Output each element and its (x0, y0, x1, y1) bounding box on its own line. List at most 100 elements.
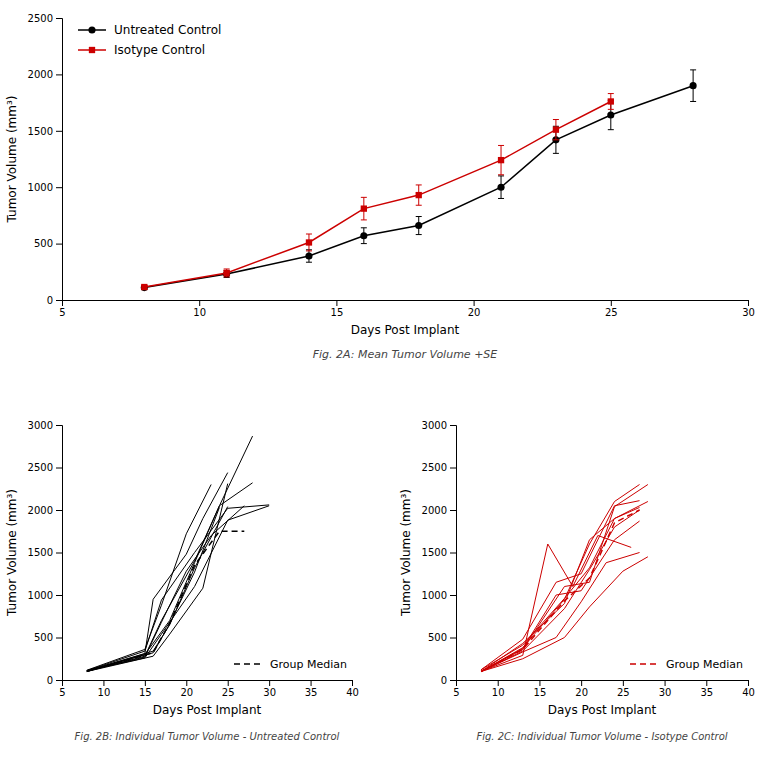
legend-label: Group Median (270, 658, 347, 671)
x-axis: 510152025303540 (453, 680, 755, 698)
y-tick-label: 2500 (422, 462, 447, 473)
x-tick-label: 40 (346, 687, 359, 698)
x-tick-label: 15 (331, 307, 344, 318)
y-tick: 1000 (28, 590, 62, 601)
x-axis-title: Days Post Implant (351, 323, 460, 337)
legend-label: Group Median (666, 658, 743, 671)
animal-line (87, 506, 269, 671)
animal-line (481, 521, 640, 671)
legend-swatch (630, 663, 658, 665)
animal-line (481, 507, 640, 669)
legend-label: Isotype Control (114, 43, 205, 57)
x-tick: 10 (193, 300, 206, 318)
x-tick-label: 30 (742, 307, 755, 318)
animal-line (87, 485, 211, 671)
x-tick: 30 (742, 300, 755, 318)
error-bar (498, 176, 504, 199)
x-tick-mark (269, 680, 270, 686)
x-tick: 25 (222, 680, 235, 698)
y-tick-mark (56, 74, 62, 75)
x-axis: 510152025303540 (59, 680, 359, 698)
y-tick-mark (56, 680, 62, 681)
x-tick-mark (611, 300, 612, 306)
y-tick: 0 (441, 675, 456, 686)
legend-label: Untreated Control (114, 23, 221, 37)
y-tick-mark (450, 468, 456, 469)
y-axis-line (56, 19, 63, 301)
point (223, 270, 229, 276)
y-tick-label: 1500 (422, 547, 447, 558)
point (608, 98, 614, 104)
y-tick: 500 (34, 632, 62, 643)
y-axis: 050010001500200025003000 (422, 420, 457, 686)
error-bar (416, 185, 422, 205)
x-axis-title: Days Post Implant (153, 703, 262, 717)
y-tick-label: 2000 (28, 69, 53, 80)
error-bar (498, 145, 504, 174)
x-tick-mark (228, 680, 229, 686)
y-tick-mark (450, 595, 456, 596)
x-tick: 5 (59, 300, 65, 318)
y-tick-mark (56, 131, 62, 132)
y-tick-label: 0 (47, 295, 53, 306)
y-tick: 2500 (28, 462, 62, 473)
x-tick: 5 (59, 680, 65, 698)
y-tick-mark (450, 425, 456, 426)
legend-item: Group Median (234, 658, 347, 671)
y-axis-line (56, 426, 63, 681)
y-axis-title: Tumor Volume (mm³) (5, 96, 19, 224)
x-tick-mark (665, 680, 666, 686)
x-tick-mark (748, 300, 749, 306)
x-tick-label: 20 (180, 687, 193, 698)
x-tick: 25 (617, 680, 630, 698)
x-tick: 15 (534, 680, 547, 698)
x-axis-title: Days Post Implant (548, 703, 657, 717)
point (415, 222, 422, 229)
figure: 5 10 15 20 25 30 0 500 1000 1500 2000 2500 Days Post… (0, 0, 768, 769)
animal-line (481, 553, 640, 672)
x-tick-mark (706, 680, 707, 686)
x-tick-label: 5 (59, 307, 65, 318)
point (497, 184, 504, 191)
y-axis: 05001000150020002500 (28, 13, 63, 306)
animal-line (87, 484, 228, 672)
y-tick-mark (56, 468, 62, 469)
point (306, 239, 312, 245)
y-tick-label: 2000 (28, 505, 53, 516)
plot-area (87, 436, 269, 671)
legend-marker (88, 26, 95, 33)
y-tick-mark (56, 18, 62, 19)
series-line (144, 86, 693, 288)
y-tick-label: 3000 (28, 420, 53, 431)
y-tick: 500 (428, 632, 456, 643)
x-tick-mark (311, 680, 312, 686)
y-tick-mark (450, 510, 456, 511)
animal-line (87, 473, 228, 672)
x-tick-mark (498, 680, 499, 686)
y-tick-mark (56, 553, 62, 554)
x-axis-line (63, 301, 749, 307)
x-tick-label: 15 (534, 687, 547, 698)
x-tick: 30 (659, 680, 672, 698)
y-tick-mark (56, 300, 62, 301)
y-tick: 3000 (422, 420, 456, 431)
x-tick-label: 10 (492, 687, 505, 698)
y-tick-mark (450, 680, 456, 681)
plot-area (481, 485, 648, 672)
x-tick: 25 (605, 300, 618, 318)
error-bar (361, 197, 367, 220)
point (607, 111, 614, 118)
x-tick-label: 25 (605, 307, 618, 318)
x-axis-line (63, 681, 353, 687)
y-tick-label: 500 (34, 632, 53, 643)
error-bar (361, 228, 367, 244)
y-axis-title: Tumor Volume (mm³) (399, 489, 413, 617)
x-tick-mark (623, 680, 624, 686)
legend: Group Median (234, 658, 347, 671)
y-tick: 1500 (28, 126, 62, 137)
point (416, 192, 422, 198)
point (361, 205, 367, 211)
y-tick-mark (56, 425, 62, 426)
legend-marker (89, 47, 95, 53)
y-tick-label: 500 (34, 238, 53, 249)
